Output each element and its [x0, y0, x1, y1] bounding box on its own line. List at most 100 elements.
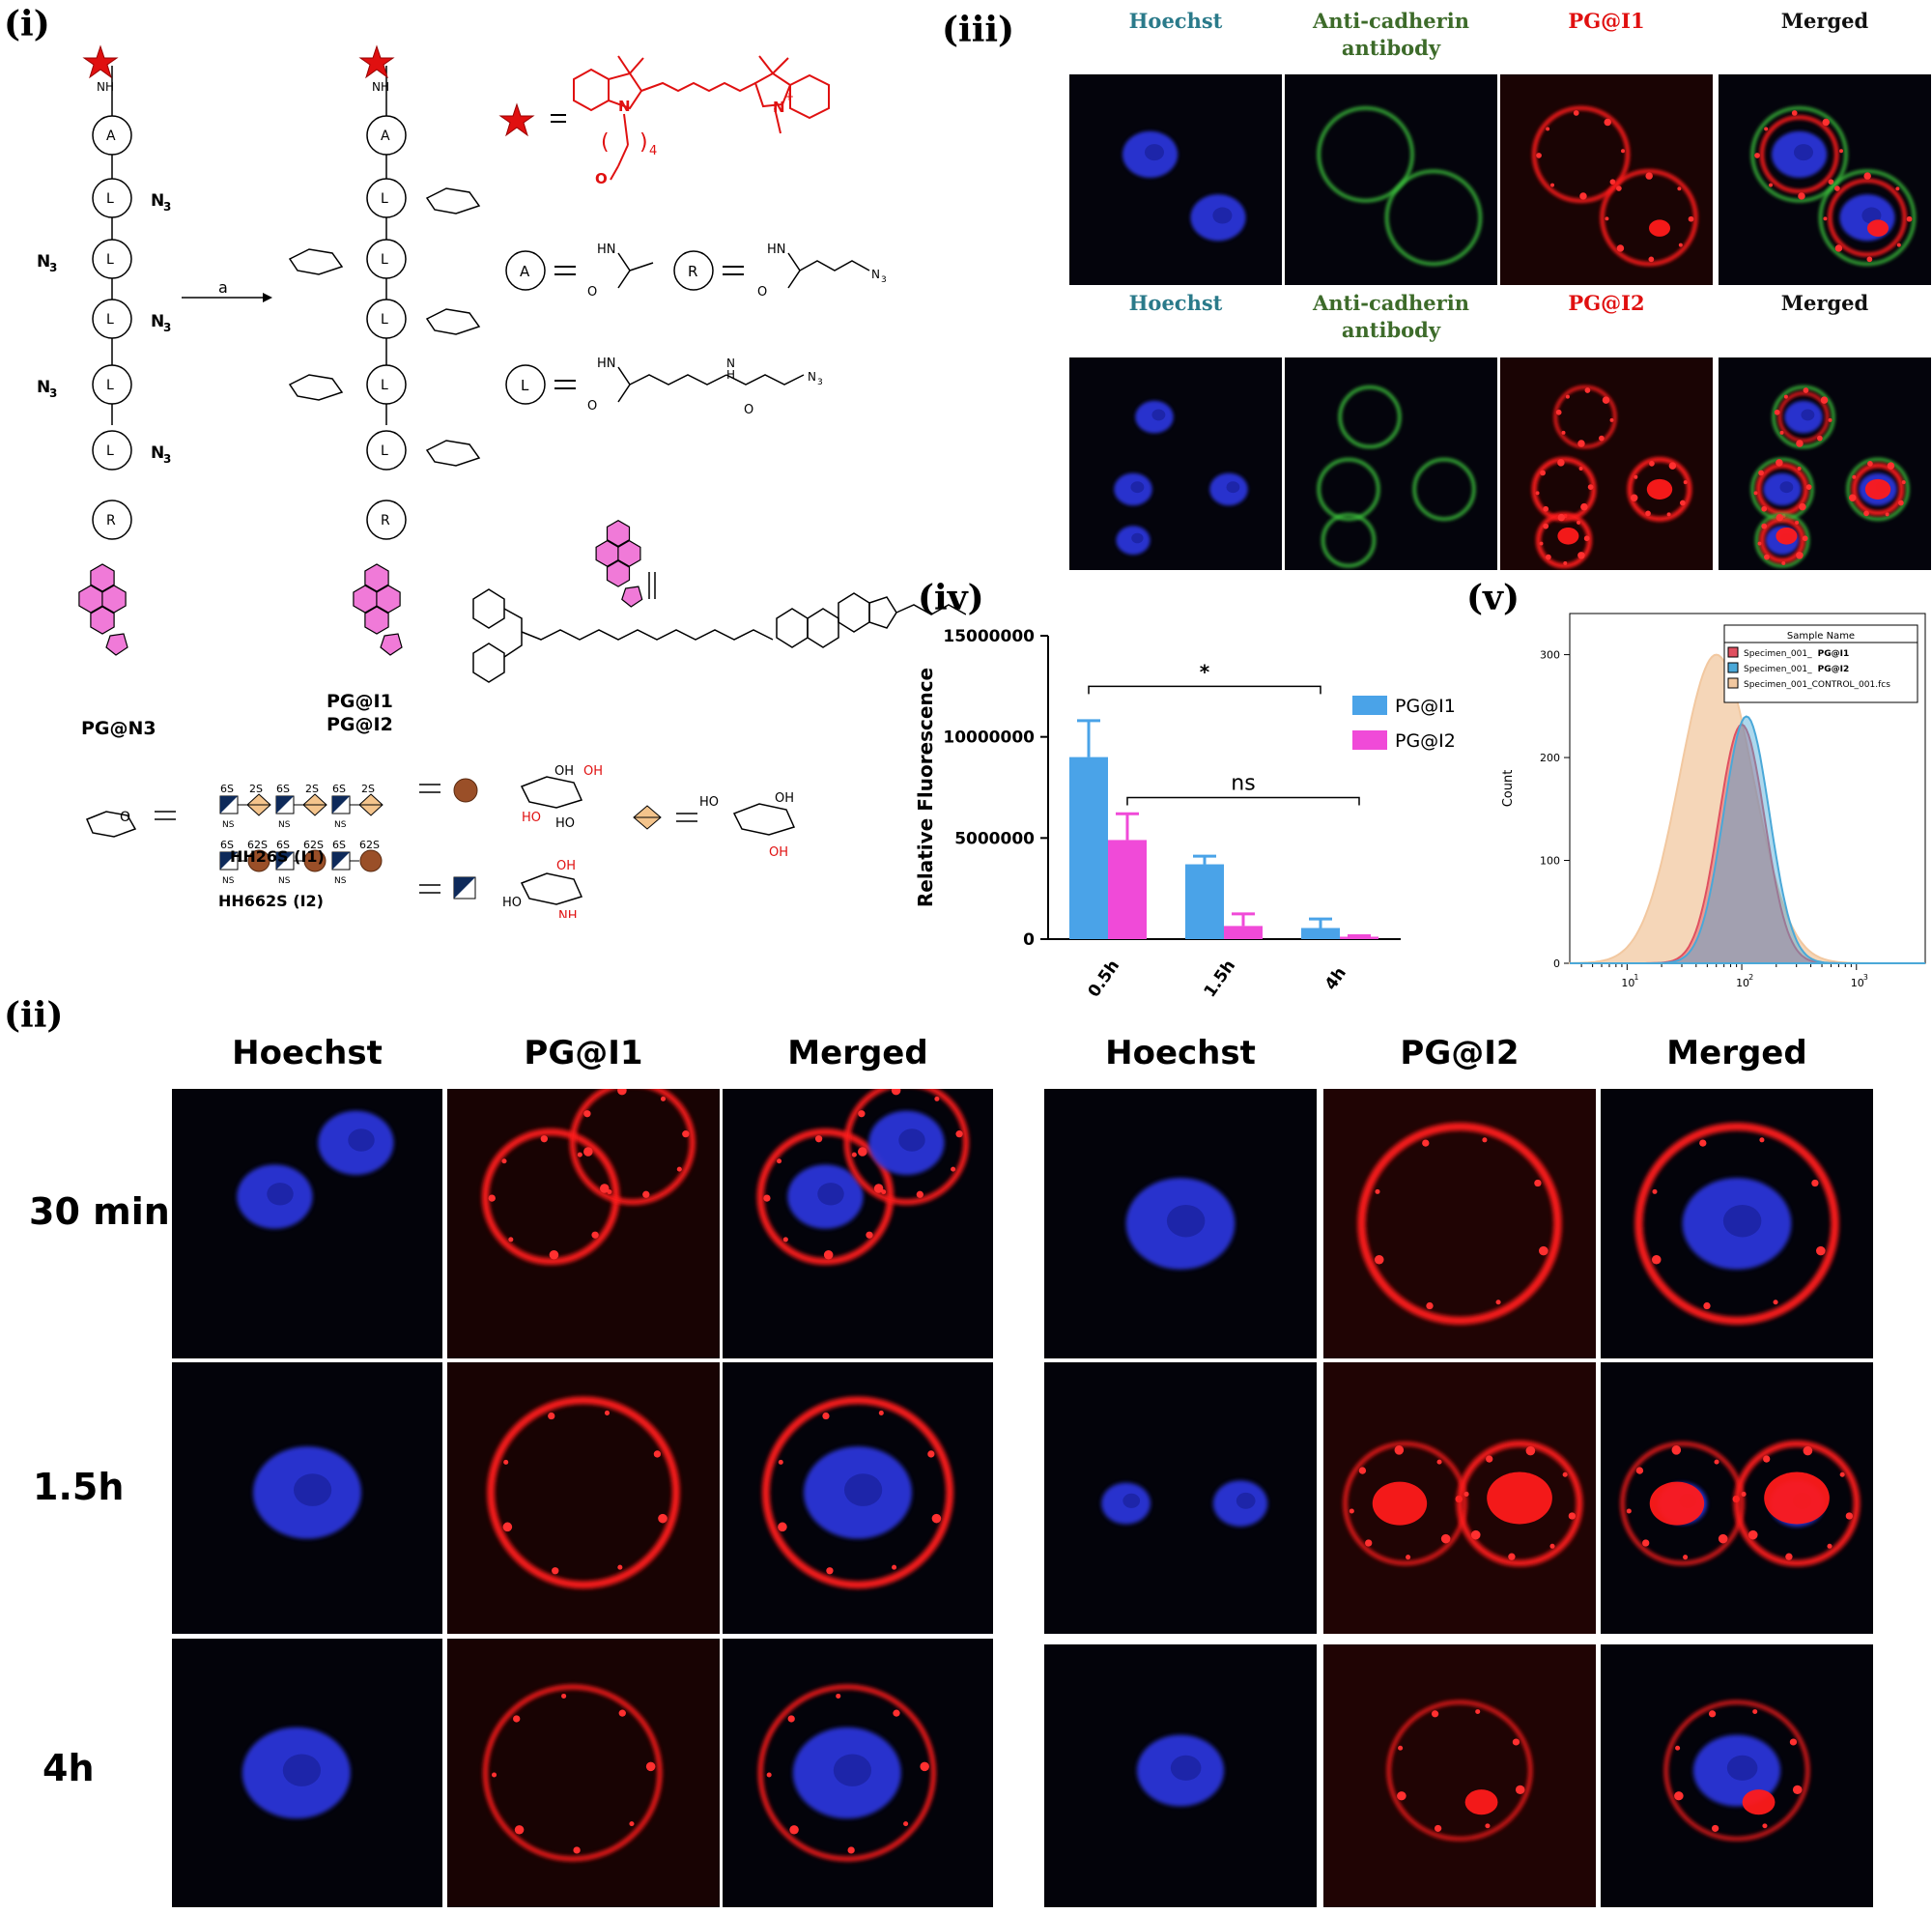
y-tick-label: 10000000	[943, 728, 1035, 748]
iii-image-1-merged	[1719, 74, 1931, 285]
bar	[1069, 757, 1108, 939]
iii-image-1-pg	[1500, 74, 1713, 285]
svg-text:NH: NH	[97, 80, 114, 94]
residue-label: L	[381, 378, 388, 393]
svg-text:NH: NH	[558, 909, 578, 918]
ii-right-image-2-merged	[1601, 1644, 1873, 1907]
ii-left-image-2-hoechst	[172, 1639, 442, 1907]
svg-text:HN: HN	[597, 357, 616, 371]
x-tick-label: 10	[1736, 977, 1749, 989]
ii-right-image-2-hoechst	[1044, 1644, 1317, 1907]
y-tick-label: 5000000	[954, 829, 1035, 848]
iii-image-2-merged	[1719, 357, 1931, 570]
residue-r-circle	[92, 500, 132, 540]
azide-label: N	[151, 443, 164, 463]
residue-l-circle	[366, 430, 407, 471]
legend-swatch	[1352, 730, 1387, 750]
galactose-legend-circle	[453, 778, 478, 803]
svg-text:PG@I2: PG@I2	[327, 714, 393, 735]
iii-image-1-hoechst	[1069, 74, 1282, 285]
ii-left-image-0-hoechst	[172, 1089, 442, 1358]
svg-text:PG@I1: PG@I1	[327, 691, 393, 712]
legend-swatch	[1727, 677, 1739, 689]
ii-right-image-0-pg	[1323, 1089, 1596, 1358]
dbco-linker	[472, 588, 966, 683]
ii-row-label-2: 4h	[43, 1747, 95, 1789]
svg-text:): )	[639, 130, 648, 155]
gal-icon	[359, 849, 383, 872]
svg-text:NS: NS	[278, 820, 291, 830]
legend-label: Specimen_001_ PG@I1	[1744, 649, 1849, 659]
residue-label: L	[381, 443, 388, 459]
svg-text:O: O	[587, 399, 597, 414]
ii-row-label-1: 1.5h	[33, 1466, 125, 1508]
svg-text:HN: HN	[597, 243, 616, 257]
y-tick-label: 200	[1540, 752, 1560, 764]
iii-header-hoechst: Hoechst	[1128, 291, 1223, 315]
azide-label: N	[37, 378, 50, 397]
x-tick-label: 10	[1621, 977, 1634, 989]
svg-text:N: N	[726, 357, 735, 370]
ii-right-image-0-merged	[1601, 1089, 1873, 1358]
residue-l-circle	[92, 430, 132, 471]
ii-left-image-2-pg	[447, 1639, 720, 1907]
ii-left-image-1-merged	[723, 1362, 993, 1634]
x-tick-exponent: 2	[1748, 973, 1753, 982]
azide-label: N	[37, 252, 50, 271]
iii-header-antibody: Anti-cadherin antibody	[1313, 291, 1469, 342]
cyanine-structure	[573, 55, 830, 181]
legend-label: Specimen_001_ PG@I2	[1744, 665, 1849, 674]
svg-text:3: 3	[163, 321, 171, 334]
y-tick-label: 300	[1540, 649, 1560, 662]
iduronic-legend-icon	[633, 805, 662, 830]
svg-text:HN: HN	[767, 243, 786, 257]
svg-text:HO: HO	[699, 795, 719, 810]
svg-text:L: L	[521, 377, 529, 394]
svg-text:6S: 6S	[332, 783, 346, 795]
residue-l-circle	[92, 178, 132, 218]
svg-text:OH: OH	[583, 764, 603, 779]
legend-label: Specimen_001_CONTROL_001.fcs	[1744, 680, 1890, 690]
x-tick-label: 10	[1851, 977, 1864, 989]
residue-label: L	[381, 312, 388, 328]
ii-right-image-1-merged	[1601, 1362, 1873, 1634]
svg-text:a: a	[218, 278, 228, 297]
svg-text:NS: NS	[334, 876, 347, 886]
saccharide-ring	[288, 248, 344, 275]
y-tick-label: 100	[1540, 855, 1560, 868]
iii-image-1-antibody	[1285, 74, 1497, 285]
ii-left-image-1-pg	[447, 1362, 720, 1634]
iii-header-pg: PG@I1	[1568, 9, 1645, 33]
svg-text:6S: 6S	[220, 783, 234, 795]
svg-text:NS: NS	[222, 820, 235, 830]
ii-right-image-1-pg	[1323, 1362, 1596, 1634]
residue-label: L	[381, 252, 388, 268]
significance-ns: ns	[1231, 771, 1255, 795]
svg-text:OH: OH	[554, 764, 574, 779]
svg-text:R: R	[688, 263, 697, 280]
x-tick-label: 4h	[1321, 964, 1350, 994]
legend-label: PG@I1	[1395, 696, 1456, 717]
dye-star-left	[82, 44, 119, 79]
saccharide-ring	[288, 374, 344, 401]
residue-label: L	[106, 312, 114, 328]
ii-left-header-hoechst: Hoechst	[232, 1034, 383, 1072]
svg-text:2S: 2S	[361, 783, 375, 795]
svg-text:OH: OH	[775, 791, 794, 806]
panel-i-label: (i)	[4, 4, 50, 44]
svg-text:N: N	[871, 268, 880, 281]
svg-text:O: O	[595, 170, 608, 187]
panel-v-label: (v)	[1466, 578, 1520, 618]
svg-text:62S: 62S	[303, 839, 324, 851]
significance-star: *	[1200, 660, 1210, 683]
residue-label: L	[106, 378, 114, 393]
iii-header-pg: PG@I2	[1568, 291, 1645, 315]
svg-text:HO: HO	[502, 896, 522, 910]
svg-text:O: O	[587, 285, 597, 300]
svg-text:A: A	[520, 263, 530, 280]
saccharide-ring	[425, 440, 481, 467]
svg-text:3: 3	[163, 200, 171, 214]
y-axis-label: Count	[1501, 770, 1516, 808]
panel-ii-label: (ii)	[4, 995, 64, 1036]
glucosamine-legend-icon	[453, 876, 476, 900]
